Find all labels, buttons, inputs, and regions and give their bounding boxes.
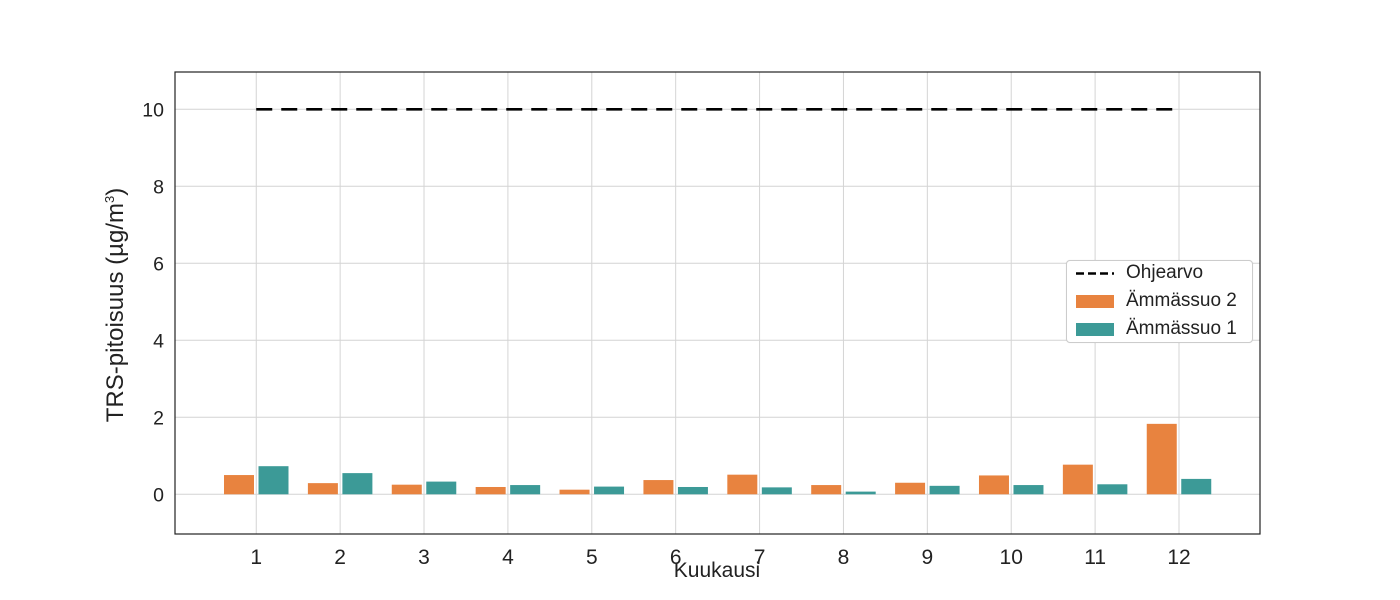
svg-text:2: 2 [153, 407, 164, 429]
svg-text:1: 1 [250, 546, 262, 569]
svg-text:4: 4 [153, 330, 164, 352]
svg-text:9: 9 [921, 546, 933, 569]
svg-text:8: 8 [838, 546, 850, 569]
svg-text:4: 4 [502, 546, 514, 569]
svg-text:10: 10 [142, 99, 164, 121]
svg-text:2: 2 [334, 546, 346, 569]
svg-text:5: 5 [586, 546, 598, 569]
svg-text:8: 8 [153, 176, 164, 198]
svg-text:0: 0 [153, 484, 164, 506]
svg-text:12: 12 [1167, 546, 1190, 569]
svg-text:10: 10 [1000, 546, 1023, 569]
svg-text:6: 6 [153, 253, 164, 275]
svg-text:3: 3 [418, 546, 430, 569]
svg-text:11: 11 [1084, 546, 1106, 569]
